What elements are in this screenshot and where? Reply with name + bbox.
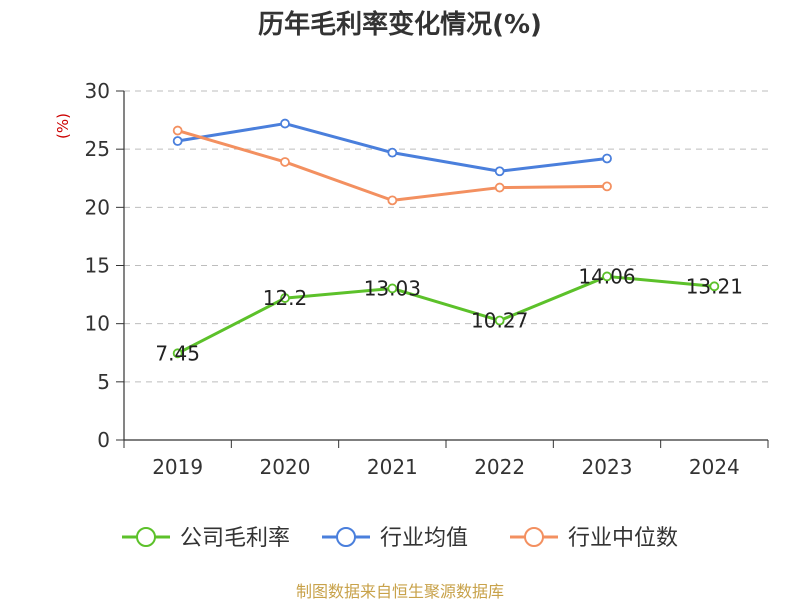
x-tick-label: 2024 bbox=[689, 455, 740, 479]
legend-marker-1 bbox=[336, 527, 356, 547]
legend-marker-0 bbox=[136, 527, 156, 547]
data-label: 7.45 bbox=[155, 341, 200, 365]
data-label: 14.06 bbox=[578, 264, 635, 288]
data-point bbox=[602, 271, 612, 282]
data-point bbox=[494, 182, 505, 193]
legend-label-0: 公司毛利率 bbox=[180, 526, 290, 551]
y-tick-label: 25 bbox=[85, 137, 110, 161]
data-label: 10.27 bbox=[471, 309, 528, 333]
data-point bbox=[172, 125, 183, 136]
data-label: 13.21 bbox=[686, 274, 743, 298]
data-label: 12.2 bbox=[263, 286, 308, 310]
y-tick-label: 10 bbox=[85, 312, 110, 336]
data-point bbox=[387, 283, 398, 294]
data-point bbox=[280, 293, 290, 303]
y-axis-unit-label: (%) bbox=[54, 113, 72, 139]
data-point bbox=[387, 147, 398, 158]
data-label: 13.03 bbox=[364, 276, 421, 300]
y-tick-label: 20 bbox=[85, 195, 110, 219]
x-tick-label: 2020 bbox=[260, 455, 311, 479]
data-point bbox=[172, 136, 183, 146]
data-point bbox=[709, 281, 720, 292]
legend-label-2: 行业中位数 bbox=[568, 526, 678, 551]
y-tick-label: 5 bbox=[97, 370, 110, 394]
data-point bbox=[602, 153, 612, 164]
source-note: 制图数据来自恒生聚源数据库 bbox=[295, 582, 504, 601]
data-point bbox=[387, 195, 398, 206]
y-tick-label: 0 bbox=[97, 428, 110, 452]
data-point bbox=[602, 181, 612, 192]
y-tick-label: 30 bbox=[85, 79, 110, 103]
x-tick-label: 2021 bbox=[367, 455, 418, 479]
data-point bbox=[280, 157, 290, 167]
legend-label-1: 行业均值 bbox=[380, 526, 468, 551]
chart-title: 历年毛利率变化情况(%) bbox=[258, 10, 542, 40]
x-tick-label: 2019 bbox=[152, 455, 203, 479]
data-point bbox=[494, 315, 505, 326]
x-tick-label: 2022 bbox=[474, 455, 525, 479]
legend-marker-2 bbox=[524, 527, 544, 547]
y-tick-label: 15 bbox=[85, 254, 110, 278]
data-point bbox=[172, 348, 183, 359]
x-tick-label: 2023 bbox=[582, 455, 633, 479]
data-point bbox=[280, 118, 290, 129]
series-line-1 bbox=[177, 122, 608, 173]
data-point bbox=[494, 166, 505, 177]
series-line-0 bbox=[176, 274, 715, 355]
